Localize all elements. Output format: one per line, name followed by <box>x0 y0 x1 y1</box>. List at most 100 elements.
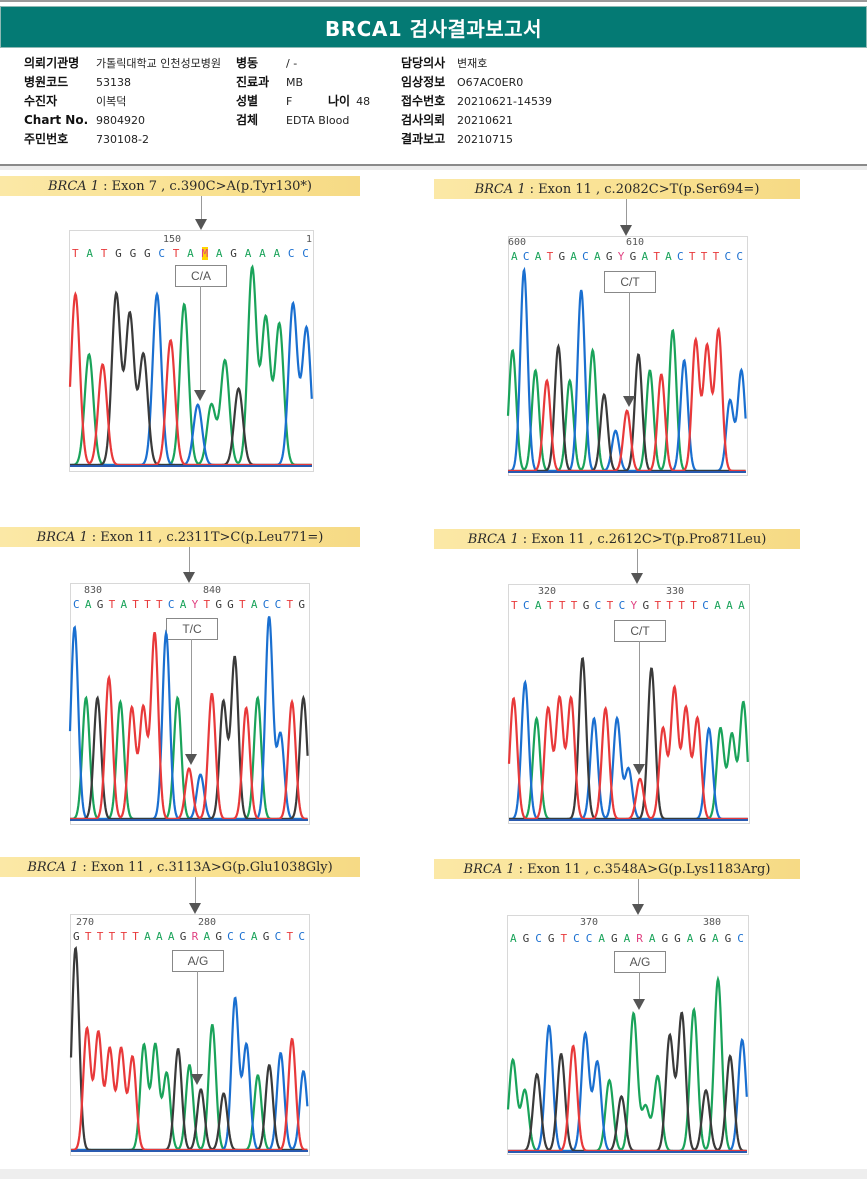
base-letter: C <box>73 598 80 611</box>
base-letter: C <box>158 247 165 260</box>
top-border <box>0 0 867 2</box>
base-letter: G <box>699 932 706 945</box>
base-letter: T <box>203 598 211 611</box>
base-letter: A <box>273 247 281 260</box>
position-label: 600 <box>508 237 527 248</box>
call-pointer-line <box>197 971 198 1075</box>
base-letter: A <box>714 599 721 612</box>
base-letter: G <box>611 932 618 945</box>
field-label: 진료과 <box>236 75 270 89</box>
field-label: 담당의사 <box>401 56 446 70</box>
position-label: 830 <box>84 585 103 596</box>
base-letter: A <box>187 247 194 260</box>
field-value-institution: 가톨릭대학교 인천성모병원 <box>96 57 221 70</box>
base-letter: A <box>179 598 187 611</box>
base-letter: A <box>244 247 252 260</box>
gene-name: BRCA 1 <box>474 181 526 197</box>
base-letter: T <box>132 930 139 943</box>
position-label: 320 <box>538 586 557 597</box>
base-letter: C <box>274 598 282 611</box>
patient-info-left: 의뢰기관명 가톨릭대학교 인천성모병원 병원코드 53138 수진자 이복덕 Char… <box>24 54 224 149</box>
pointer-line <box>189 547 190 573</box>
call-pointer-line <box>639 972 640 999</box>
base-letter: T <box>666 599 674 612</box>
base-letter: A <box>86 247 94 260</box>
base-letter: T <box>156 598 163 611</box>
call-pointer-line <box>200 286 201 390</box>
base-letter: G <box>547 932 555 945</box>
report-title-bar: BRCA1 검사결과보고서 <box>0 6 867 48</box>
field-value-age: 48 <box>356 95 371 108</box>
base-letter: T <box>120 930 128 943</box>
call-pointer-line <box>191 639 192 754</box>
pointer-line <box>201 196 202 220</box>
base-letter: G <box>262 930 270 943</box>
field-label: 의뢰기관명 <box>24 56 80 70</box>
base-letter: A <box>144 930 151 943</box>
variant-caption: BRCA 1: Exon 11 , c.3548A>G(p.Lys1183Arg… <box>434 859 800 879</box>
base-letter: A <box>250 598 258 611</box>
base-letter: C <box>585 932 593 945</box>
base-letter: A <box>156 930 163 943</box>
base-letter: T <box>239 598 246 611</box>
header-divider <box>0 164 867 166</box>
base-letter: T <box>700 250 708 263</box>
base-letter: C <box>702 599 709 612</box>
pointer-line <box>626 199 627 226</box>
field-label: 검사의뢰 <box>401 113 446 127</box>
base-letter: T <box>100 247 108 260</box>
field-label: 결과보고 <box>401 132 446 146</box>
trace-T <box>508 326 746 473</box>
base-letter: C <box>582 250 589 263</box>
position-label: 280 <box>198 917 217 928</box>
base-letter: T <box>108 598 116 611</box>
base-letter: C <box>724 250 732 263</box>
base-letter: A <box>534 599 542 612</box>
base-letter: G <box>298 598 305 611</box>
variant-peak-arrow-icon <box>194 389 206 401</box>
base-letter: T <box>558 599 566 612</box>
base-letter: C <box>302 247 309 260</box>
call-pointer-line <box>639 641 640 764</box>
base-letter: Y <box>191 598 199 611</box>
base-letter: C <box>262 598 270 611</box>
base-letter: T <box>84 930 92 943</box>
down-arrow-icon <box>195 219 207 230</box>
header-shadow <box>0 166 867 170</box>
base-letter: C <box>737 932 744 945</box>
base-letter: T <box>172 247 180 260</box>
base-letter: A <box>84 598 92 611</box>
field-value-chart-no: 9804920 <box>96 114 145 127</box>
variant-detail: : Exon 11 , c.2082C>T(p.Ser694=) <box>529 181 760 197</box>
base-letter: G <box>179 930 187 943</box>
field-value-hospital-code: 53138 <box>96 76 131 89</box>
genotype-call-box: T/C <box>166 618 218 640</box>
base-letter: G <box>230 247 237 260</box>
base-letter: G <box>582 599 590 612</box>
down-arrow-icon <box>631 573 643 584</box>
base-letter: G <box>215 598 222 611</box>
base-letter: A <box>686 932 694 945</box>
down-arrow-icon <box>189 903 201 914</box>
base-letter: A <box>641 250 649 263</box>
gene-name: BRCA 1 <box>27 859 79 875</box>
base-letter: A <box>167 930 175 943</box>
base-letter: G <box>522 932 530 945</box>
base-letter: R <box>636 932 643 945</box>
patient-info-middle: 병동 / - 진료과 MB 성별 F 나이 48 검체 EDTA Blood <box>236 54 396 130</box>
base-letter: A <box>648 932 656 945</box>
field-label: 병동 <box>236 56 259 70</box>
gene-name: BRCA 1 <box>463 861 515 877</box>
base-letter: C <box>594 599 602 612</box>
base-letter: T <box>511 599 518 612</box>
pointer-line <box>195 877 196 904</box>
position-label: 1 <box>306 234 313 245</box>
genotype-call-box: A/G <box>172 950 224 972</box>
base-letter: T <box>132 598 139 611</box>
variant-peak-arrow-icon <box>191 1074 203 1086</box>
